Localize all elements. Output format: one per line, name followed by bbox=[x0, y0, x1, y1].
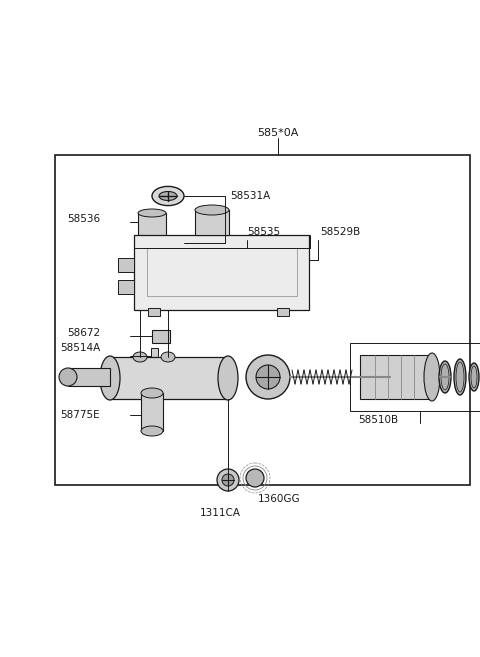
Circle shape bbox=[246, 469, 264, 487]
Ellipse shape bbox=[218, 356, 238, 400]
Ellipse shape bbox=[138, 241, 166, 249]
Ellipse shape bbox=[59, 368, 77, 386]
Ellipse shape bbox=[138, 209, 166, 217]
Bar bbox=[277, 308, 289, 316]
Text: 585*0A: 585*0A bbox=[257, 128, 299, 138]
Text: 58514A: 58514A bbox=[60, 343, 100, 353]
Ellipse shape bbox=[469, 363, 479, 391]
Bar bbox=[147, 248, 297, 296]
Text: 58672: 58672 bbox=[67, 328, 100, 338]
Ellipse shape bbox=[159, 191, 177, 200]
Text: 58531A: 58531A bbox=[230, 191, 270, 201]
Bar bbox=[138, 213, 166, 245]
Ellipse shape bbox=[161, 352, 175, 362]
Bar bbox=[68, 368, 110, 386]
Bar bbox=[55, 155, 470, 485]
Circle shape bbox=[256, 365, 280, 389]
Circle shape bbox=[246, 355, 290, 399]
Text: 58536: 58536 bbox=[67, 214, 100, 224]
Bar bbox=[151, 348, 158, 368]
Text: 58775E: 58775E bbox=[60, 410, 100, 420]
Bar bbox=[141, 393, 163, 431]
Text: 58510B: 58510B bbox=[358, 415, 398, 425]
Ellipse shape bbox=[152, 187, 184, 206]
Ellipse shape bbox=[424, 353, 440, 401]
Ellipse shape bbox=[141, 388, 163, 398]
Ellipse shape bbox=[141, 426, 163, 436]
Bar bbox=[118, 280, 134, 294]
Bar bbox=[134, 235, 309, 310]
Text: 1311CA: 1311CA bbox=[200, 508, 241, 518]
Ellipse shape bbox=[454, 359, 466, 395]
Bar bbox=[360, 355, 432, 399]
Ellipse shape bbox=[195, 205, 229, 215]
Circle shape bbox=[222, 474, 234, 486]
Bar bbox=[118, 258, 134, 272]
Ellipse shape bbox=[133, 352, 147, 362]
Ellipse shape bbox=[439, 361, 451, 393]
Circle shape bbox=[217, 469, 239, 491]
Text: 58529B: 58529B bbox=[320, 227, 360, 237]
Text: 58535: 58535 bbox=[247, 227, 280, 237]
Bar bbox=[152, 330, 170, 343]
Bar bbox=[195, 210, 229, 235]
Bar bbox=[110, 357, 228, 399]
Bar bbox=[350, 343, 480, 411]
Ellipse shape bbox=[100, 356, 120, 400]
Bar bbox=[148, 308, 160, 316]
Text: 1360GG: 1360GG bbox=[258, 494, 300, 504]
